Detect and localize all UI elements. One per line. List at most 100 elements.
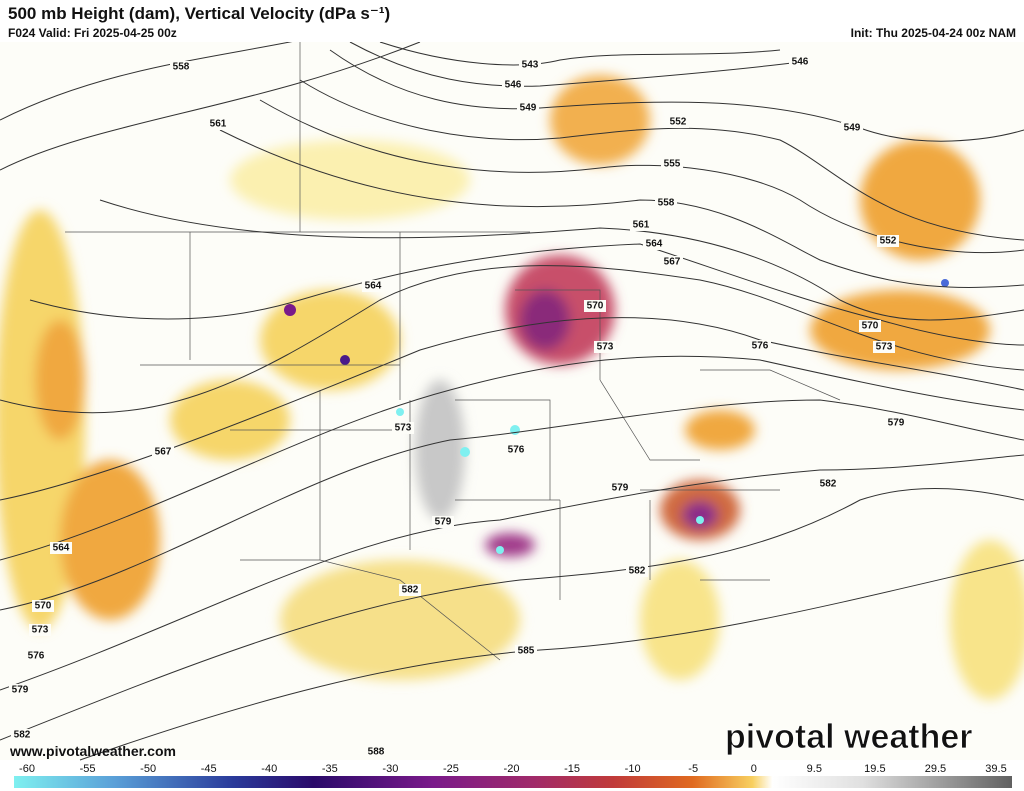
contour-label: 579 xyxy=(12,685,29,696)
contour-label-bg xyxy=(152,446,174,458)
borders xyxy=(65,42,841,661)
colorbar-tick-label: -45 xyxy=(201,763,217,775)
contour-label-bg xyxy=(207,118,229,130)
contour-label-bg xyxy=(502,79,524,91)
contour-label: 573 xyxy=(395,423,412,434)
contour-label: 564 xyxy=(646,239,663,250)
colorbar-tick-label: 9.5 xyxy=(807,763,822,775)
contour-label: 546 xyxy=(505,80,522,91)
contour-label-bg xyxy=(789,56,811,68)
contour-label-bg xyxy=(859,320,881,332)
contour-label-bg xyxy=(432,516,454,528)
contour-label-bg xyxy=(170,61,192,73)
map-title: 500 mb Height (dam), Vertical Velocity (… xyxy=(8,4,390,23)
contour-label-bg xyxy=(661,256,683,268)
contour-label-bg xyxy=(365,746,387,758)
contour-label-bg xyxy=(841,122,863,134)
colorbar-tick-label: 29.5 xyxy=(925,763,946,775)
contour-label-bg xyxy=(9,684,31,696)
colorbar-tick-label: -10 xyxy=(625,763,641,775)
contour-label-bg xyxy=(877,235,899,247)
contour-label: 573 xyxy=(597,342,614,353)
brand-watermark: pivotal weather xyxy=(725,718,973,756)
contour-label-bg xyxy=(29,624,51,636)
contour-label-bg xyxy=(817,478,839,490)
colorbar-tick-label: 0 xyxy=(751,763,757,775)
contour-label-bg xyxy=(643,238,665,250)
contour-label: 570 xyxy=(587,301,604,312)
colorbar-tick-label: -35 xyxy=(322,763,338,775)
contour-label: 576 xyxy=(752,341,769,352)
contour-label-bg xyxy=(655,197,677,209)
colorbar-tick-label: -25 xyxy=(443,763,459,775)
contour-label-bg xyxy=(873,341,895,353)
contour-label: 570 xyxy=(862,321,879,332)
contour-label-bg xyxy=(505,444,527,456)
contour-label-bg xyxy=(626,565,648,577)
contour-label: 558 xyxy=(658,198,675,209)
contour-label: 564 xyxy=(365,281,382,292)
contour-label: 579 xyxy=(888,418,905,429)
contour-label-bg xyxy=(399,584,421,596)
contour-label-bg xyxy=(630,219,652,231)
contour-label-bg xyxy=(50,542,72,554)
contour-label: 561 xyxy=(633,220,650,231)
contour-label: 579 xyxy=(612,483,629,494)
colorbar-tick-label: -5 xyxy=(688,763,698,775)
contour-label-bg xyxy=(609,482,631,494)
contour-label-bg xyxy=(749,340,771,352)
contour-label-bg xyxy=(11,729,33,741)
contour-label: 579 xyxy=(435,517,452,528)
init-time: Init: Thu 2025-04-24 00z NAM xyxy=(851,26,1016,40)
url: www.pivotalweather.com xyxy=(9,743,176,759)
colorbar-tick-label: -50 xyxy=(140,763,156,775)
contour-label: 573 xyxy=(32,625,49,636)
contour-label-bg xyxy=(519,59,541,71)
contour-label: 570 xyxy=(35,601,52,612)
contour-label: 582 xyxy=(820,479,837,490)
colorbar-tick-label: -30 xyxy=(382,763,398,775)
colorbar-tick-label: -20 xyxy=(504,763,520,775)
contour-label-bg xyxy=(392,422,414,434)
contour-label: 552 xyxy=(880,236,897,247)
colorbar-tick-label: 19.5 xyxy=(864,763,885,775)
contour-label-bg xyxy=(594,341,616,353)
contour-label-bg xyxy=(885,417,907,429)
contour-label: 552 xyxy=(670,117,687,128)
colorbar-ticks: -60 -55 -50 -45 -40 -35 -30 -25 -20 -15 -10 -5 0 9.5 1… xyxy=(19,763,1007,775)
contour-label: 561 xyxy=(210,119,227,130)
header-band xyxy=(0,0,1024,42)
contour-label: 582 xyxy=(629,566,646,577)
contour-label: 543 xyxy=(522,60,539,71)
contour-label: 549 xyxy=(520,103,537,114)
contour-label: 546 xyxy=(792,57,809,68)
contour-label: 567 xyxy=(155,447,172,458)
contour-label: 576 xyxy=(28,651,45,662)
colorbar-tick-label: -60 xyxy=(19,763,35,775)
contour-label-bg xyxy=(661,158,683,170)
contour-label: 588 xyxy=(368,747,385,758)
contour-label: 555 xyxy=(664,159,681,170)
colorbar xyxy=(14,776,1012,788)
contour-label-bg xyxy=(362,280,384,292)
contour-label: 567 xyxy=(664,257,681,268)
valid-time: F024 Valid: Fri 2025-04-25 00z xyxy=(8,26,177,40)
contour-label: 564 xyxy=(53,543,70,554)
contour-label: 582 xyxy=(402,585,419,596)
colorbar-tick-label: -55 xyxy=(80,763,96,775)
contour-label-bg xyxy=(584,300,606,312)
contour-label-bg xyxy=(667,116,689,128)
contour-label-bg xyxy=(515,645,537,657)
contour-label: 573 xyxy=(876,342,893,353)
contour-label-bg xyxy=(25,650,47,662)
contour-label-bg xyxy=(517,102,539,114)
colorbar-tick-label: -40 xyxy=(261,763,277,775)
contour-label: 585 xyxy=(518,646,535,657)
colorbar-tick-label: -15 xyxy=(564,763,580,775)
contour-labels: 5585615435465495525555585615645675465495… xyxy=(9,56,907,758)
contour-label-bg xyxy=(32,600,54,612)
contour-label: 558 xyxy=(173,62,190,73)
colorbar-tick-label: 39.5 xyxy=(985,763,1006,775)
contour-label: 582 xyxy=(14,730,31,741)
